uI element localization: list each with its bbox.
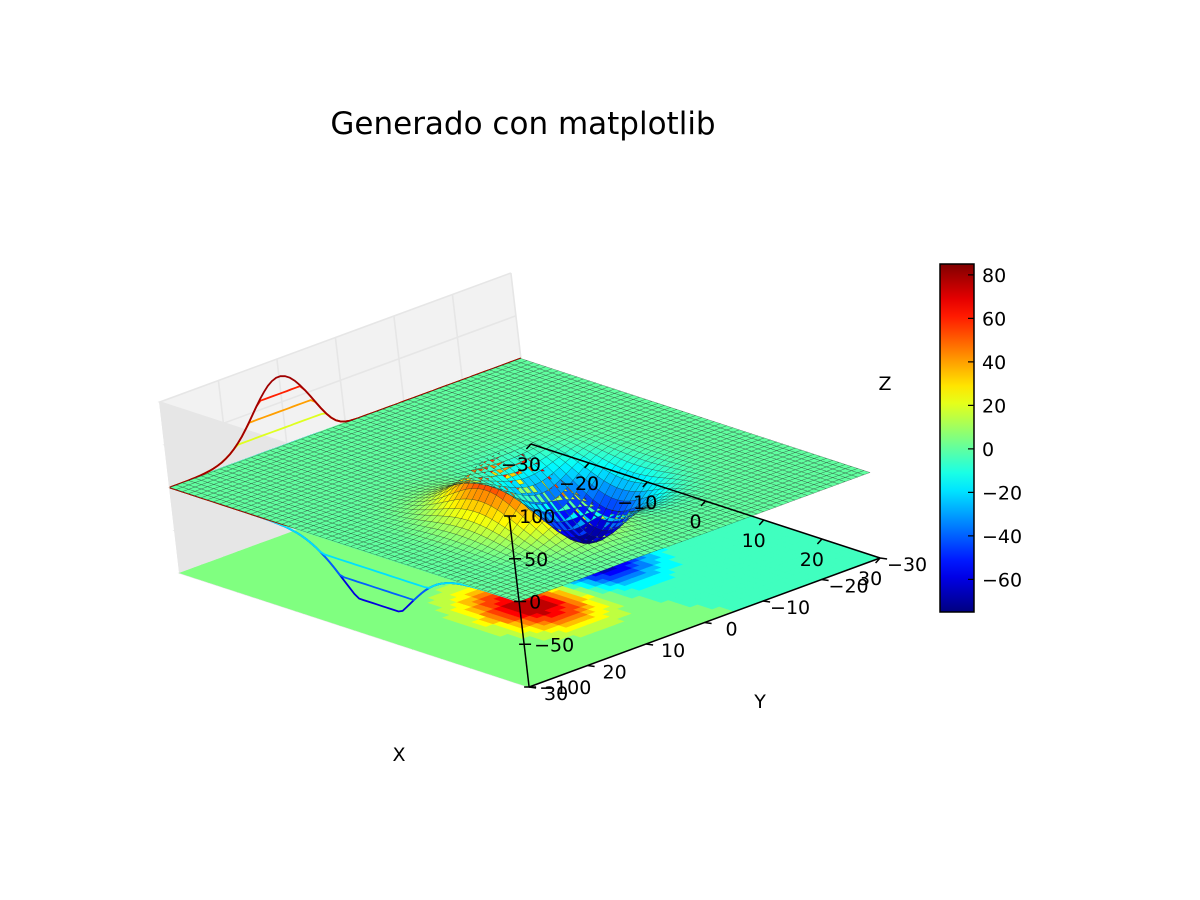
chart-title: Generado con matplotlib [330, 106, 715, 142]
axes-3d: −30−20−100102030−30−20−100102030−100−500… [157, 272, 927, 766]
